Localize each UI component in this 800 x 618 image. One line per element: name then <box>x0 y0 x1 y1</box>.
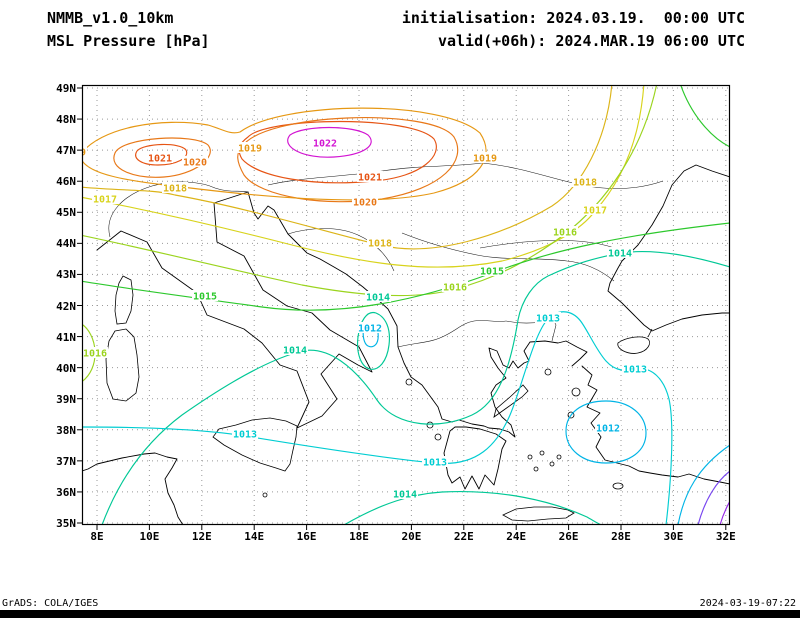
contour-label-1013: 1013 <box>623 365 647 376</box>
contour-line-1020 <box>237 117 459 203</box>
lat-tick-label: 39N <box>56 392 76 406</box>
contour-label-1020: 1020 <box>183 158 207 169</box>
contour-line-1010 <box>719 500 730 525</box>
corsica-island <box>114 275 134 325</box>
contour-label-1013: 1013 <box>536 314 560 325</box>
pressure-contours <box>82 85 730 525</box>
contour-label-1019: 1019 <box>473 154 497 165</box>
contour-line-1015 <box>680 85 730 148</box>
sicily-island <box>212 417 298 472</box>
contour-label-1022: 1022 <box>313 139 337 150</box>
contour-label-1014: 1014 <box>283 346 307 357</box>
aegean-islands <box>262 368 624 498</box>
lat-tick-label: 38N <box>56 423 76 437</box>
contour-label-1020: 1020 <box>353 198 377 209</box>
lon-tick-label: 28E <box>611 530 631 543</box>
contour-label-1016: 1016 <box>443 283 467 294</box>
lat-tick-label: 37N <box>56 454 76 468</box>
balkan-coast <box>247 191 490 429</box>
lat-tick-label: 43N <box>56 268 76 282</box>
creation-timestamp: 2024-03-19-07:22 <box>699 598 796 609</box>
contour-label-1018: 1018 <box>163 184 187 195</box>
euboea-island <box>493 384 529 418</box>
lon-tick-label: 10E <box>139 530 160 543</box>
lat-tick-label: 42N <box>56 299 76 313</box>
contour-label-1012: 1012 <box>358 324 382 335</box>
contour-label-1013: 1013 <box>233 430 257 441</box>
lon-tick-label: 22E <box>453 530 474 543</box>
contour-label-1016: 1016 <box>83 349 107 360</box>
contour-label-1014: 1014 <box>608 249 632 260</box>
lat-tick-label: 46N <box>56 175 76 189</box>
contour-line-1017 <box>82 85 645 268</box>
contour-label-1013: 1013 <box>423 458 447 469</box>
lat-tick-label: 44N <box>56 237 76 251</box>
contour-label-1017: 1017 <box>93 195 117 206</box>
lat-tick-label: 40N <box>56 361 76 375</box>
contour-line-1014 <box>101 251 730 525</box>
contour-label-1019: 1019 <box>238 144 262 155</box>
contour-label-1019: 1019 <box>62 148 86 159</box>
contour-line-1012 <box>565 400 647 464</box>
contour-label-1018: 1018 <box>368 239 392 250</box>
lat-tick-label: 49N <box>56 82 76 95</box>
contour-line-1019 <box>82 107 487 201</box>
lon-tick-label: 26E <box>558 530 579 543</box>
bottom-black-bar <box>0 610 800 618</box>
contour-line-1011 <box>697 470 730 525</box>
contour-label-1016: 1016 <box>553 228 577 239</box>
contour-label-1014: 1014 <box>393 490 417 501</box>
contour-label-1018: 1018 <box>573 178 597 189</box>
contour-line-1021 <box>238 120 437 184</box>
contour-label-1015: 1015 <box>193 292 217 303</box>
lat-tick-label: 45N <box>56 206 76 220</box>
sardinia-island <box>105 328 140 402</box>
axis-tick-marks <box>77 87 727 530</box>
contour-line-1022 <box>287 126 372 158</box>
peloponnese-coast <box>443 426 507 490</box>
lat-tick-label: 41N <box>56 330 76 344</box>
init-time-label: initialisation: 2024.03.19. 00:00 UTC <box>401 9 745 27</box>
contour-line-1014 <box>356 311 391 370</box>
lat-tick-label: 47N <box>56 144 76 158</box>
contour-value-labels: 1019 1021 1020 1019 1022 1021 1020 1019 1018 1017… <box>62 137 648 501</box>
contour-line-1012 <box>677 444 730 525</box>
crete-island <box>502 506 575 522</box>
lon-tick-label: 30E <box>663 530 684 543</box>
lon-tick-label: 32E <box>715 530 736 543</box>
contour-label-1021: 1021 <box>148 154 172 165</box>
valid-time-label: valid(+06h): 2024.MAR.19 06:00 UTC <box>437 32 745 50</box>
contour-line-1014 <box>343 490 603 525</box>
lat-tick-label: 48N <box>56 113 76 127</box>
lat-tick-label: 36N <box>56 485 76 499</box>
contour-line-1021 <box>135 143 188 166</box>
lon-tick-label: 16E <box>296 530 317 543</box>
lon-tick-label: 12E <box>191 530 212 543</box>
contour-label-1015: 1015 <box>480 267 504 278</box>
contour-line-1015 <box>82 222 730 311</box>
turkey-aegean-coast <box>581 365 730 485</box>
greece-east-coast <box>488 340 588 438</box>
lon-tick-label: 18E <box>349 530 369 543</box>
lat-tick-label: 35N <box>56 517 76 530</box>
field-title: MSL Pressure [hPa] <box>47 32 210 50</box>
contour-label-1012: 1012 <box>596 424 620 435</box>
grads-credit: GrADS: COLA/IGES <box>2 598 99 609</box>
lon-tick-label: 8E <box>90 530 104 543</box>
lon-tick-label: 14E <box>244 530 265 543</box>
contour-label-1017: 1017 <box>583 206 607 217</box>
lon-tick-label: 20E <box>401 530 422 543</box>
contour-label-1021: 1021 <box>358 173 382 184</box>
marmara-sea <box>617 328 653 354</box>
africa-coast <box>82 452 184 525</box>
model-title: NMMB_v1.0_10km <box>47 9 174 27</box>
contour-label-1014: 1014 <box>366 293 390 304</box>
lon-tick-label: 24E <box>506 530 527 543</box>
map-frame <box>81 84 731 526</box>
